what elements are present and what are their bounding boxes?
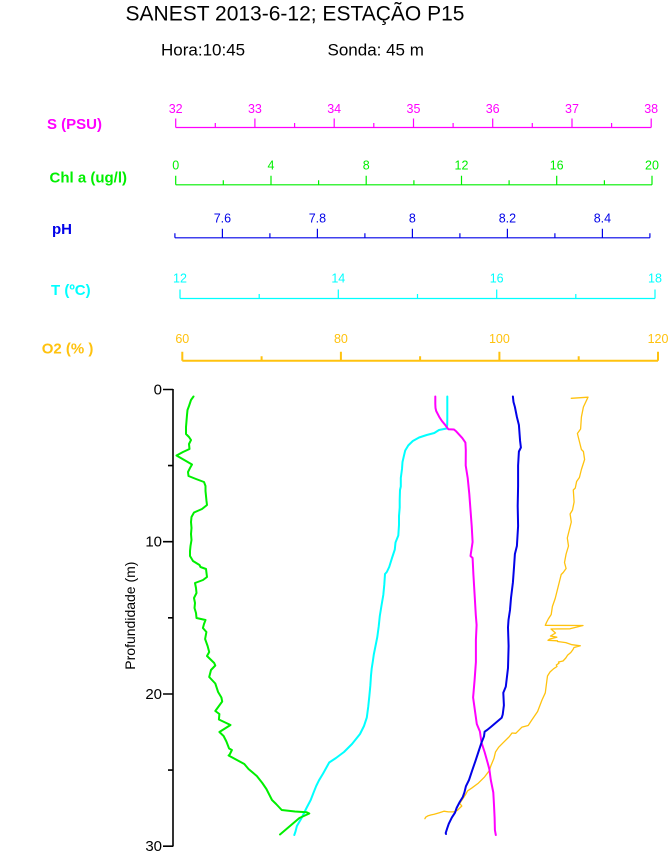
svg-text:pH: pH bbox=[52, 221, 72, 238]
svg-text:S (PSU): S (PSU) bbox=[47, 116, 102, 133]
svg-text:80: 80 bbox=[334, 332, 348, 346]
svg-text:16: 16 bbox=[490, 271, 504, 285]
svg-text:7.6: 7.6 bbox=[214, 211, 231, 225]
svg-text:60: 60 bbox=[175, 332, 189, 346]
svg-text:34: 34 bbox=[327, 102, 341, 116]
svg-text:12: 12 bbox=[455, 159, 469, 173]
svg-text:SANEST 2013-6-12; ESTAÇÃO P15: SANEST 2013-6-12; ESTAÇÃO P15 bbox=[126, 2, 465, 26]
svg-text:Profundidade (m): Profundidade (m) bbox=[122, 562, 138, 670]
svg-text:38: 38 bbox=[644, 102, 658, 116]
svg-text:36: 36 bbox=[486, 102, 500, 116]
svg-text:8.4: 8.4 bbox=[594, 211, 611, 225]
svg-text:30: 30 bbox=[145, 838, 162, 855]
svg-text:O2 (% ): O2 (% ) bbox=[42, 341, 94, 358]
svg-text:100: 100 bbox=[489, 332, 510, 346]
svg-text:12: 12 bbox=[173, 271, 187, 285]
svg-text:120: 120 bbox=[648, 332, 669, 346]
svg-text:0: 0 bbox=[172, 159, 179, 173]
svg-text:18: 18 bbox=[648, 271, 662, 285]
svg-text:33: 33 bbox=[248, 102, 262, 116]
svg-text:20: 20 bbox=[645, 159, 659, 173]
svg-text:20: 20 bbox=[145, 686, 162, 703]
svg-text:7.8: 7.8 bbox=[309, 211, 326, 225]
svg-text:Hora:10:45: Hora:10:45 bbox=[161, 41, 245, 60]
svg-text:10: 10 bbox=[145, 534, 162, 551]
svg-text:32: 32 bbox=[169, 102, 183, 116]
svg-text:8: 8 bbox=[409, 211, 416, 225]
svg-text:37: 37 bbox=[565, 102, 579, 116]
svg-text:Sonda: 45 m: Sonda: 45 m bbox=[328, 41, 424, 60]
svg-text:8.2: 8.2 bbox=[499, 211, 516, 225]
svg-text:8: 8 bbox=[363, 159, 370, 173]
svg-text:14: 14 bbox=[331, 271, 345, 285]
svg-text:T (ºC): T (ºC) bbox=[51, 282, 91, 299]
svg-text:0: 0 bbox=[154, 382, 162, 399]
svg-text:4: 4 bbox=[268, 159, 275, 173]
svg-text:Chl a (ug/l): Chl a (ug/l) bbox=[50, 170, 128, 187]
svg-text:16: 16 bbox=[550, 159, 564, 173]
svg-text:35: 35 bbox=[407, 102, 421, 116]
